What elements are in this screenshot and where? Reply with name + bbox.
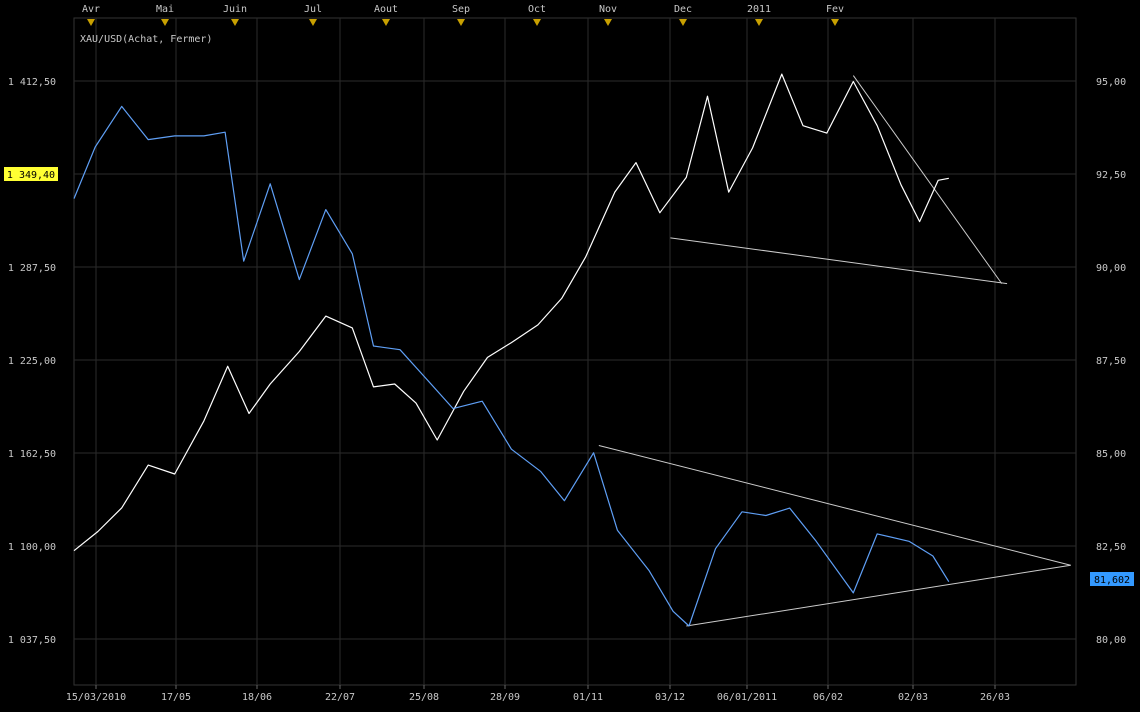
dollar-index-line	[73, 105, 950, 627]
y-right-tick-label: 87,50	[1096, 356, 1126, 367]
month-marker-icon	[382, 19, 390, 26]
axes: 15/03/2010 17/05 18/06 22/07 25/08 28/09 01/11…	[8, 4, 1126, 703]
x-tick-label: 22/07	[325, 692, 355, 703]
current-value-left-box	[4, 167, 58, 181]
month-label: 2011	[747, 4, 771, 15]
y-left-tick-label: 1 100,00	[8, 542, 56, 553]
x-tick-label: 01/11	[573, 692, 603, 703]
x-tick-label: 06/01/2011	[717, 692, 777, 703]
month-marker-icon	[604, 19, 612, 26]
plot-frame	[73, 17, 1077, 686]
month-marker-icon	[533, 19, 541, 26]
y-left-tick-label: 1 287,50	[8, 263, 56, 274]
y-right-tick-label: 85,00	[1096, 449, 1126, 460]
trendline	[598, 444, 1071, 566]
x-tick-label: 03/12	[655, 692, 685, 703]
y-left-tick-label: 1 037,50	[8, 635, 56, 646]
month-marker-icon	[309, 19, 317, 26]
x-tick-label: 25/08	[409, 692, 439, 703]
x-tick-label: 26/03	[980, 692, 1010, 703]
gold-price-line	[73, 73, 949, 552]
labels: 1 349,40 81,602	[4, 167, 1134, 586]
month-label: Aout	[374, 4, 398, 15]
x-tick-label: 18/06	[242, 692, 272, 703]
y-left-tick-label: 1 412,50	[8, 77, 56, 88]
x-tick-label: 17/05	[161, 692, 191, 703]
y-right-tick-label: 80,00	[1096, 635, 1126, 646]
y-right-tick-label: 90,00	[1096, 263, 1126, 274]
x-tick-label: 28/09	[490, 692, 520, 703]
y-right-tick-label: 92,50	[1096, 170, 1126, 181]
month-marker-icon	[87, 19, 95, 26]
month-label: Juin	[223, 4, 247, 15]
month-marker-icon	[679, 19, 687, 26]
y-left-tick-label: 1 225,00	[8, 356, 56, 367]
month-marker-icon	[161, 19, 169, 26]
x-tick-label: 06/02	[813, 692, 843, 703]
chart-title: XAU/USD(Achat, Fermer)	[80, 34, 212, 45]
month-label: Mai	[156, 4, 174, 15]
trendline	[852, 75, 1003, 284]
grid	[73, 17, 1077, 686]
trendline	[670, 237, 1008, 285]
current-value-left: 1 349,40	[7, 170, 55, 181]
month-label: Fev	[826, 4, 844, 15]
month-marker-icon	[457, 19, 465, 26]
month-label: Nov	[599, 4, 617, 15]
trendline	[686, 564, 1071, 627]
trendlines	[598, 75, 1071, 627]
x-tick-label: 02/03	[898, 692, 928, 703]
y-right-tick-label: 95,00	[1096, 77, 1126, 88]
month-marker-icon	[755, 19, 763, 26]
current-value-right-box	[1090, 572, 1134, 586]
x-tick-label: 15/03/2010	[66, 692, 126, 703]
y-left-tick-label: 1 162,50	[8, 449, 56, 460]
month-label: Jul	[304, 4, 322, 15]
month-label: Dec	[674, 4, 692, 15]
series	[73, 73, 950, 627]
month-marker-icon	[231, 19, 239, 26]
y-right-tick-label: 82,50	[1096, 542, 1126, 553]
month-label: Oct	[528, 4, 546, 15]
month-label: Avr	[82, 4, 100, 15]
current-value-right: 81,602	[1094, 575, 1130, 586]
month-label: Sep	[452, 4, 470, 15]
month-marker-icon	[831, 19, 839, 26]
